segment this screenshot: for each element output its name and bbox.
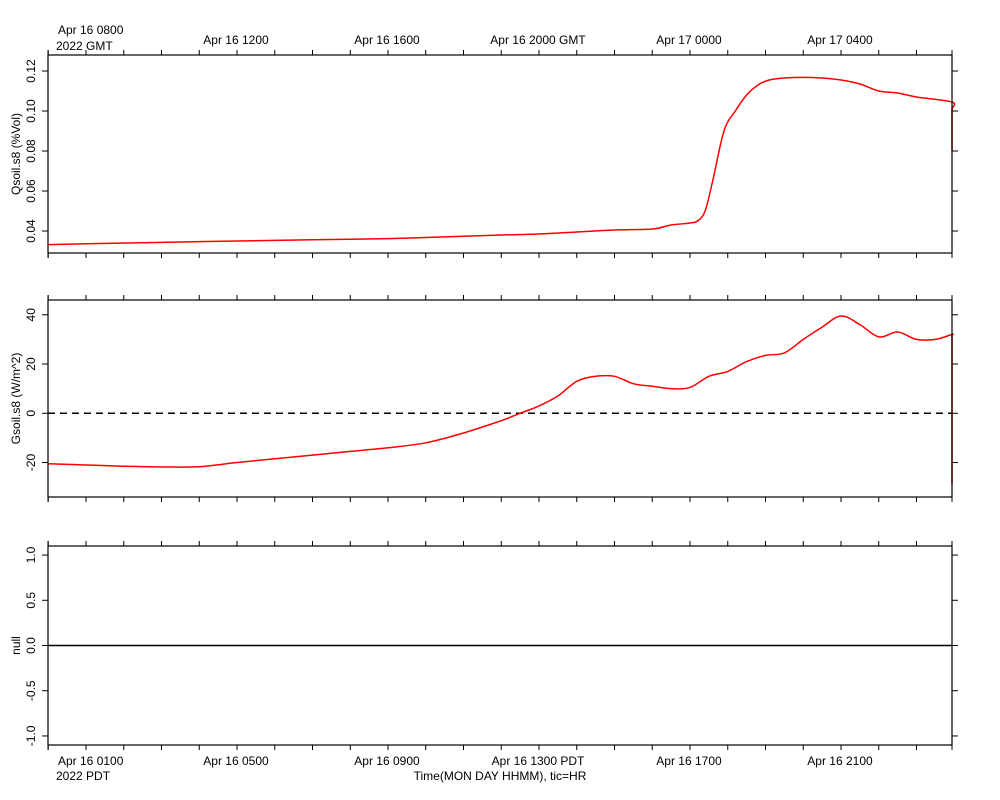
bottom-tick-label: Apr 16 0100 xyxy=(58,754,124,768)
y-tick-label: 40 xyxy=(24,308,38,322)
top-tick-label: Apr 16 0800 xyxy=(58,23,124,37)
null-plot-frame xyxy=(47,545,953,746)
top-tick-label: Apr 16 1200 xyxy=(203,33,269,47)
top-tick-label: Apr 17 0400 xyxy=(807,33,873,47)
top-tick-label: Apr 17 0000 xyxy=(656,33,722,47)
top-year-label: 2022 GMT xyxy=(56,39,113,53)
y-tick-label: 0.10 xyxy=(24,99,38,123)
bottom-tick-label: Apr 16 2100 xyxy=(807,754,873,768)
y-tick-label: 0.04 xyxy=(24,219,38,243)
x-axis-label: Time(MON DAY HHMM), tic=HR xyxy=(414,769,587,783)
qsoil-plot-frame xyxy=(47,54,953,254)
qsoil-series-line xyxy=(48,76,956,246)
bottom-tick-label: Apr 16 0500 xyxy=(203,754,269,768)
gsoil-plot-frame xyxy=(47,299,953,498)
y-tick-label: 0.12 xyxy=(24,59,38,83)
qsoil-y-axis-label: Qsoil.s8 (%Vol) xyxy=(9,113,23,195)
y-tick-label: 1.0 xyxy=(24,546,38,563)
gsoil-panel: -20 0 20 40 Gsoil.s8 (W/m^2) xyxy=(9,295,958,502)
qsoil-panel: 0.04 0.06 0.08 0.10 0.12 Qsoil.s8 (%Vol) xyxy=(9,50,958,258)
y-tick-label: 0.08 xyxy=(24,139,38,163)
gsoil-series-line xyxy=(48,315,954,485)
y-tick-label: 20 xyxy=(24,357,38,371)
bottom-tick-label: Apr 16 0900 xyxy=(354,754,420,768)
top-tick-label: Apr 16 2000 GMT xyxy=(490,33,586,47)
y-tick-label: 0.06 xyxy=(24,179,38,203)
top-tick-label: Apr 16 1600 xyxy=(354,33,420,47)
bottom-tick-label: Apr 16 1700 xyxy=(656,754,722,768)
y-tick-label: 0.5 xyxy=(24,592,38,609)
top-time-axis: Apr 16 0800 2022 GMT Apr 16 1200 Apr 16 … xyxy=(56,23,873,53)
y-tick-label: 0.0 xyxy=(24,637,38,654)
y-tick-label: -0.5 xyxy=(24,680,38,701)
null-panel: -1.0 -0.5 0.0 0.5 1.0 null xyxy=(9,541,958,750)
y-tick-label: -1.0 xyxy=(24,725,38,746)
null-y-axis-label: null xyxy=(9,636,23,655)
y-tick-label: 0 xyxy=(24,410,38,417)
bottom-time-axis: Apr 16 0100 2022 PDT Apr 16 0500 Apr 16 … xyxy=(56,754,873,783)
y-tick-label: -20 xyxy=(24,454,38,472)
bottom-year-label: 2022 PDT xyxy=(56,769,111,783)
bottom-tick-label: Apr 16 1300 PDT xyxy=(492,754,585,768)
gsoil-y-axis-label: Gsoil.s8 (W/m^2) xyxy=(9,353,23,445)
